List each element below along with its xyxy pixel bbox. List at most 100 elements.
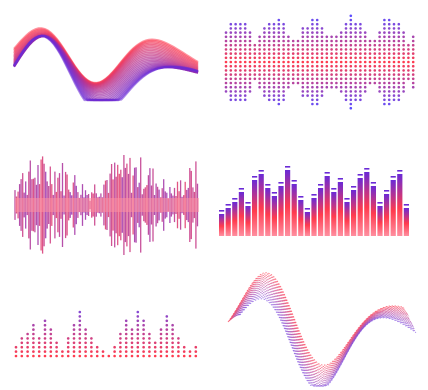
histogram-dot [142, 354, 145, 358]
eq-dot [277, 73, 281, 76]
eq-dot [296, 73, 300, 76]
eq-dot [368, 64, 372, 68]
eq-dot [411, 60, 415, 64]
eq-dot [354, 52, 357, 55]
eq-dot [267, 77, 271, 81]
eq-dot [263, 31, 266, 34]
eq-dot [387, 60, 391, 64]
eq-dot [263, 94, 266, 97]
eq-dot [387, 35, 391, 39]
histogram-dot [136, 341, 140, 345]
eq-dot [387, 52, 391, 55]
eq-dot [349, 69, 353, 72]
dot-histogram-panel [14, 310, 198, 358]
eq-dot [387, 27, 391, 30]
eq-dot [397, 85, 401, 89]
histogram-dot [130, 345, 134, 349]
histogram-dot [124, 328, 128, 331]
eq-dot [277, 56, 281, 60]
histogram-dot [113, 350, 116, 353]
eq-dot [315, 69, 319, 72]
histogram-dot [26, 345, 29, 349]
eq-dot [234, 60, 237, 64]
eq-bar [285, 170, 291, 236]
eq-dot [229, 22, 233, 26]
eq-dot [277, 39, 281, 43]
eq-peak [291, 180, 297, 182]
eq-dot [287, 85, 290, 89]
eq-dot [411, 39, 415, 43]
eq-dot [373, 60, 377, 64]
histogram-dot [119, 337, 122, 340]
eq-dot [311, 81, 314, 85]
eq-dot [234, 35, 237, 39]
eq-dot [354, 43, 357, 47]
eq-dot [354, 77, 357, 81]
eq-dot [349, 52, 353, 55]
histogram-dot [194, 350, 198, 353]
eq-dot [383, 48, 386, 51]
eq-dot [392, 35, 396, 39]
histogram-dot [32, 328, 35, 331]
eq-dot [277, 27, 281, 30]
eq-dot [267, 22, 271, 26]
histogram-dot [84, 337, 87, 340]
eq-dot [229, 52, 233, 55]
eq-dot [363, 90, 367, 93]
eq-bar [364, 172, 370, 236]
eq-dot [383, 90, 386, 93]
eq-dot [243, 27, 247, 30]
eq-dot [373, 77, 377, 81]
eq-peak [265, 184, 271, 186]
histogram-dot [84, 328, 87, 331]
eq-dot [224, 60, 228, 64]
eq-dot [363, 56, 367, 60]
eq-dot [397, 43, 401, 47]
eq-dot [383, 73, 386, 76]
eq-dot [378, 60, 381, 64]
eq-dot [243, 43, 247, 47]
eq-dot [234, 73, 237, 76]
histogram-dot [171, 341, 174, 345]
eq-peak [278, 182, 284, 184]
histogram-dot [136, 354, 140, 358]
eq-dot [378, 31, 381, 34]
eq-peak [252, 176, 258, 178]
histogram-dot [182, 345, 186, 349]
eq-dot [258, 56, 261, 60]
eq-dot [335, 77, 338, 81]
mesh-line [239, 298, 417, 387]
eq-dot [253, 48, 257, 51]
eq-dot [387, 69, 391, 72]
eq-dot [311, 90, 314, 93]
eq-dot [359, 64, 362, 68]
eq-dot [349, 60, 353, 64]
eq-dot [335, 73, 338, 76]
eq-dot [378, 35, 381, 39]
mesh-line [233, 284, 410, 379]
histogram-dot [165, 319, 169, 323]
eq-dot [383, 60, 386, 64]
eq-dot [291, 48, 295, 51]
histogram-dot [61, 350, 64, 353]
histogram-dot [148, 345, 151, 349]
eq-dot [258, 39, 261, 43]
eq-peak [370, 182, 376, 184]
eq-dot [402, 43, 405, 47]
eq-dot [243, 73, 247, 76]
eq-dot [272, 60, 276, 64]
histogram-dot [72, 328, 76, 331]
eq-dot [306, 52, 309, 55]
eq-dot [383, 35, 386, 39]
eq-dot [325, 60, 329, 64]
mesh-line [235, 289, 413, 383]
eq-dot [239, 98, 242, 102]
histogram-dot [37, 354, 41, 358]
eq-dot [272, 48, 276, 51]
eq-peak [271, 192, 277, 194]
eq-dot [339, 52, 343, 55]
eq-dot [311, 77, 314, 81]
histogram-dot [49, 332, 53, 336]
mesh-line [231, 279, 408, 374]
eq-peak [245, 202, 251, 204]
